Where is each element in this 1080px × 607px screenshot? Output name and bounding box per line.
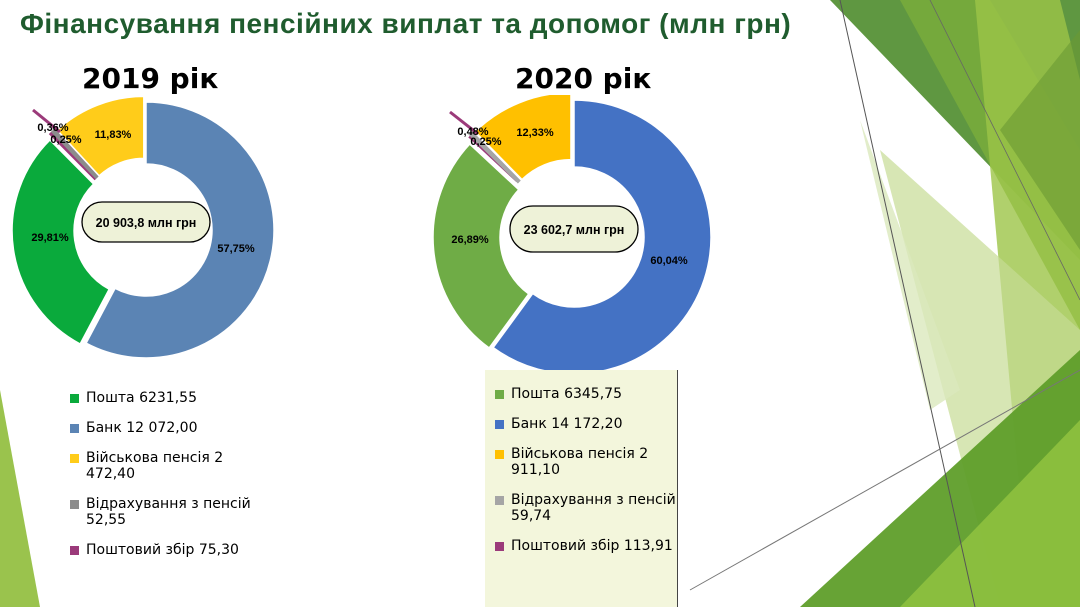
donut-chart-2019: 29,81% 57,75% 11,83% 0,25%0,36% 20 903,8 млн…	[11, 95, 275, 359]
leader-line	[449, 110, 479, 136]
legend-swatch	[70, 394, 79, 403]
legend-swatch	[495, 420, 504, 429]
legend-label: Відрахування з пенсій 52,55	[86, 496, 251, 528]
year-label-2019: 2019 рік	[82, 62, 219, 95]
percent-label-deduction: 0,25%	[50, 134, 81, 146]
legend-swatch	[70, 424, 79, 433]
legend-label: Поштовий збір 113,91	[511, 538, 673, 554]
legend-label: Пошта 6345,75	[511, 386, 622, 402]
center-total-box	[81, 201, 211, 243]
legend-label: Поштовий збір 75,30	[86, 542, 239, 558]
legend-2019: Пошта 6231,55 Банк 12 072,00 Військова пен…	[70, 390, 260, 558]
legend-item-fee: Поштовий збір 75,30	[70, 542, 260, 558]
legend-item-deduction: Відрахування з пенсій 52,55	[70, 496, 260, 528]
slice-military	[474, 95, 572, 181]
legend-item-post: Пошта 6231,55	[70, 390, 260, 406]
page-title: Фінансування пенсійних виплат та допомог…	[20, 8, 792, 39]
percent-label-military: 12,33%	[516, 127, 554, 139]
center-total-label: 20 903,8 млн грн	[96, 216, 197, 230]
legend-label: Відрахування з пенсій 59,74	[511, 492, 676, 524]
center-total-label: 23 602,7 млн грн	[524, 223, 625, 237]
legend-label: Пошта 6231,55	[86, 390, 197, 406]
slice-post	[432, 142, 530, 350]
legend-item-bank: Банк 14 172,20	[495, 416, 677, 432]
legend-label: Військова пенсія 2 911,10	[511, 446, 649, 478]
legend-item-fee: Поштовий збір 113,91	[495, 538, 677, 554]
donut-chart-2020: 26,89% 60,04% 12,33% 0,25%0,48% 23 602,7 млн…	[432, 95, 712, 375]
legend-swatch	[70, 546, 79, 555]
slice-deduction	[51, 128, 99, 180]
legend-item-deduction: Відрахування з пенсій 59,74	[495, 492, 677, 524]
slice-deduction	[468, 130, 521, 184]
slice-military	[56, 95, 145, 177]
leader-line	[32, 108, 61, 134]
percent-label-post: 29,81%	[31, 232, 69, 244]
slice-post	[11, 138, 111, 346]
legend-swatch	[70, 454, 79, 463]
legend-label: Військова пенсія 2 472,40	[86, 450, 224, 482]
legend-swatch	[70, 500, 79, 509]
legend-label: Банк 12 072,00	[86, 420, 198, 436]
legend-label: Банк 14 172,20	[511, 416, 623, 432]
legend-swatch	[495, 496, 504, 505]
percent-label-post: 26,89%	[451, 234, 489, 246]
legend-2020: Пошта 6345,75 Банк 14 172,20 Військова пен…	[485, 370, 678, 607]
percent-label-military: 11,83%	[95, 129, 132, 141]
year-label-2020: 2020 рік	[515, 62, 652, 95]
center-total-box	[509, 205, 639, 253]
percent-label-fee: 0,36%	[37, 122, 68, 134]
legend-item-military: Військова пенсія 2 911,10	[495, 446, 677, 478]
legend-swatch	[495, 390, 504, 399]
legend-item-bank: Банк 12 072,00	[70, 420, 260, 436]
percent-label-bank: 57,75%	[217, 243, 255, 255]
percent-label-bank: 60,04%	[650, 255, 688, 267]
percent-label-deduction: 0,25%	[470, 136, 501, 148]
legend-item-military: Військова пенсія 2 472,40	[70, 450, 260, 482]
legend-swatch	[495, 542, 504, 551]
legend-item-post: Пошта 6345,75	[495, 386, 677, 402]
legend-swatch	[495, 450, 504, 459]
percent-label-fee: 0,48%	[457, 126, 488, 138]
slice-bank	[85, 101, 275, 359]
